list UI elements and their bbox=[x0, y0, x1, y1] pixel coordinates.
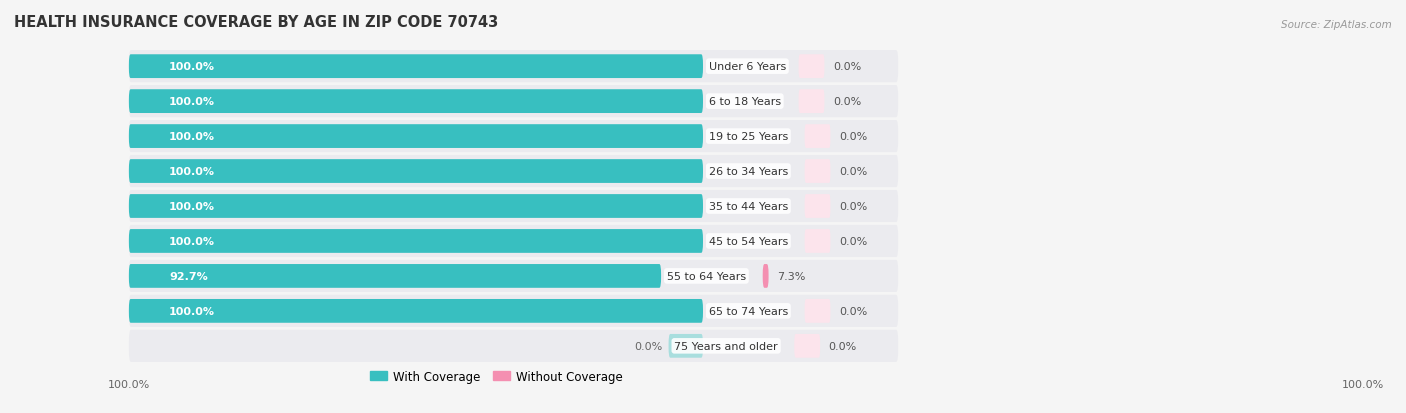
Text: 65 to 74 Years: 65 to 74 Years bbox=[709, 306, 787, 316]
Text: 26 to 34 Years: 26 to 34 Years bbox=[709, 166, 787, 177]
Legend: With Coverage, Without Coverage: With Coverage, Without Coverage bbox=[370, 370, 623, 383]
FancyBboxPatch shape bbox=[129, 190, 898, 223]
Text: 0.0%: 0.0% bbox=[832, 62, 862, 72]
Text: 100.0%: 100.0% bbox=[1343, 379, 1385, 389]
FancyBboxPatch shape bbox=[129, 51, 898, 83]
Text: 0.0%: 0.0% bbox=[839, 202, 868, 211]
FancyBboxPatch shape bbox=[129, 264, 661, 288]
FancyBboxPatch shape bbox=[129, 121, 898, 153]
Text: 100.0%: 100.0% bbox=[169, 62, 215, 72]
Text: 19 to 25 Years: 19 to 25 Years bbox=[709, 132, 787, 142]
Text: 0.0%: 0.0% bbox=[839, 132, 868, 142]
FancyBboxPatch shape bbox=[129, 125, 703, 149]
Text: 0.0%: 0.0% bbox=[828, 341, 858, 351]
FancyBboxPatch shape bbox=[129, 225, 898, 257]
Text: 100.0%: 100.0% bbox=[108, 379, 150, 389]
Text: 0.0%: 0.0% bbox=[839, 236, 868, 247]
Text: 35 to 44 Years: 35 to 44 Years bbox=[709, 202, 787, 211]
Text: 75 Years and older: 75 Years and older bbox=[675, 341, 778, 351]
FancyBboxPatch shape bbox=[804, 125, 831, 149]
Text: HEALTH INSURANCE COVERAGE BY AGE IN ZIP CODE 70743: HEALTH INSURANCE COVERAGE BY AGE IN ZIP … bbox=[14, 15, 498, 31]
Text: Source: ZipAtlas.com: Source: ZipAtlas.com bbox=[1281, 20, 1392, 31]
FancyBboxPatch shape bbox=[129, 160, 703, 183]
FancyBboxPatch shape bbox=[129, 330, 898, 362]
Text: Under 6 Years: Under 6 Years bbox=[709, 62, 786, 72]
FancyBboxPatch shape bbox=[129, 260, 898, 292]
FancyBboxPatch shape bbox=[129, 86, 898, 118]
Text: 7.3%: 7.3% bbox=[778, 271, 806, 281]
Text: 100.0%: 100.0% bbox=[169, 97, 215, 107]
Text: 0.0%: 0.0% bbox=[839, 306, 868, 316]
Text: 92.7%: 92.7% bbox=[169, 271, 208, 281]
Text: 0.0%: 0.0% bbox=[839, 166, 868, 177]
Text: 100.0%: 100.0% bbox=[169, 236, 215, 247]
Text: 0.0%: 0.0% bbox=[634, 341, 662, 351]
FancyBboxPatch shape bbox=[669, 334, 703, 358]
Text: 100.0%: 100.0% bbox=[169, 202, 215, 211]
Text: 6 to 18 Years: 6 to 18 Years bbox=[709, 97, 780, 107]
FancyBboxPatch shape bbox=[129, 195, 703, 218]
FancyBboxPatch shape bbox=[804, 299, 831, 323]
FancyBboxPatch shape bbox=[129, 299, 703, 323]
Text: 0.0%: 0.0% bbox=[832, 97, 862, 107]
Text: 100.0%: 100.0% bbox=[169, 132, 215, 142]
FancyBboxPatch shape bbox=[804, 160, 831, 183]
Text: 45 to 54 Years: 45 to 54 Years bbox=[709, 236, 787, 247]
Text: 100.0%: 100.0% bbox=[169, 306, 215, 316]
FancyBboxPatch shape bbox=[129, 156, 898, 188]
FancyBboxPatch shape bbox=[794, 334, 820, 358]
FancyBboxPatch shape bbox=[129, 90, 703, 114]
FancyBboxPatch shape bbox=[799, 55, 824, 79]
FancyBboxPatch shape bbox=[129, 295, 898, 327]
Text: 100.0%: 100.0% bbox=[169, 166, 215, 177]
FancyBboxPatch shape bbox=[129, 230, 703, 253]
FancyBboxPatch shape bbox=[129, 55, 703, 79]
FancyBboxPatch shape bbox=[762, 264, 769, 288]
Text: 55 to 64 Years: 55 to 64 Years bbox=[666, 271, 747, 281]
FancyBboxPatch shape bbox=[799, 90, 824, 114]
FancyBboxPatch shape bbox=[804, 230, 831, 253]
FancyBboxPatch shape bbox=[804, 195, 831, 218]
